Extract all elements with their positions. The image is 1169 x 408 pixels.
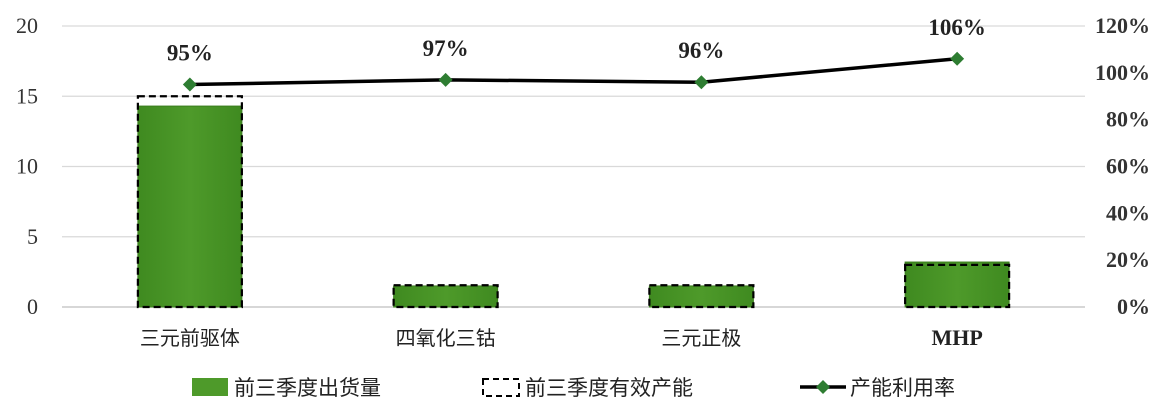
utilization-marker [438,72,453,87]
utilization-data-label: 95% [167,41,213,66]
utilization-polyline [189,57,958,87]
capacity-bar-outline [904,263,1011,309]
left-axis-ticks: 0 5 10 15 20 [16,13,38,319]
category-label: 四氧化三钴 [396,326,496,350]
legend-swatch-utilization-marker [816,380,830,394]
right-axis-ticks: 0% 20% 40% 60% 80% 100% 120% [1095,13,1150,319]
category-label: MHP [931,325,982,350]
right-tick-label: 60% [1106,154,1150,179]
utilization-line: 95% 97% 96% 106% [167,15,986,92]
right-tick-label: 0% [1117,294,1150,319]
utilization-data-label: 97% [423,36,469,61]
capacity-bar-outline [648,284,755,309]
shipment-bar [904,261,1010,308]
legend-swatch-capacity [482,378,520,397]
legend-label-utilization: 产能利用率 [850,376,955,400]
legend-swatch-shipment [192,378,228,396]
capacity-bar-outline [392,284,499,309]
utilization-marker [694,75,709,90]
left-tick-label: 10 [16,154,38,179]
left-tick-label: 15 [16,83,38,108]
category-labels: 三元前驱体 四氧化三钴 三元正极 MHP [140,325,983,350]
right-tick-label: 100% [1095,60,1150,85]
utilization-marker [182,77,197,92]
right-tick-label: 80% [1106,107,1150,132]
shipment-bar [137,105,243,308]
right-tick-label: 120% [1095,13,1150,38]
shipment-bar [648,285,754,308]
bars [136,95,1011,309]
category-label: 三元正极 [661,326,741,350]
right-tick-label: 40% [1106,200,1150,225]
legend-label-shipment: 前三季度出货量 [234,376,381,400]
shipment-bar [393,285,499,308]
left-tick-label: 20 [16,13,38,38]
category-label: 三元前驱体 [140,326,240,350]
utilization-data-label: 96% [678,38,724,63]
right-tick-label: 20% [1106,247,1150,272]
utilization-data-label: 106% [928,15,986,40]
utilization-marker [950,51,965,66]
capacity-bar-outline [136,95,243,309]
legend-label-capacity: 前三季度有效产能 [525,376,693,400]
left-tick-label: 0 [27,294,38,319]
left-tick-label: 5 [27,224,38,249]
legend: 前三季度出货量 前三季度有效产能 产能利用率 [192,376,955,400]
